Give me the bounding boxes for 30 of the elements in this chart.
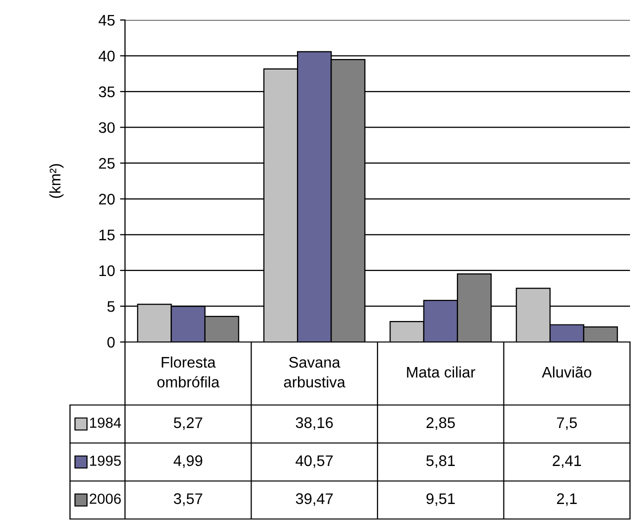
y-tick-label: 5	[107, 301, 115, 312]
data-label: 2,41	[552, 455, 581, 468]
y-tick-label: 15	[99, 230, 115, 240]
y-tick-label: 25	[99, 158, 115, 169]
legend-label: 1984	[90, 418, 122, 428]
legend-label: 2006	[90, 494, 121, 504]
y-tick-label: 40	[98, 50, 115, 62]
data-label: 2,85	[426, 417, 455, 430]
data-label: 5,27	[174, 417, 202, 430]
data-label: 38,16	[296, 417, 333, 430]
y-tick-label: 20	[99, 194, 115, 205]
x-tick-label: Mata ciliar	[407, 366, 476, 378]
data-label: 4,99	[174, 455, 202, 468]
legend-label: 1995	[90, 456, 121, 466]
data-label: 7,5	[557, 417, 577, 430]
data-label: 5,81	[426, 455, 455, 468]
data-label: 39,47	[296, 493, 333, 506]
data-label: 3,57	[174, 493, 202, 506]
x-tick-label: Floresta ombrófila	[157, 356, 220, 388]
y-tick-label: 35	[98, 86, 115, 98]
data-label: 2,1	[557, 493, 577, 506]
y-tick-label: 10	[99, 265, 115, 276]
y-tick-label: 0	[107, 336, 115, 348]
data-label: 9,51	[426, 493, 455, 506]
y-tick-label: 45	[98, 15, 115, 26]
x-tick-label: Savana arbustiva	[284, 356, 346, 388]
x-tick-label: Aluvião	[542, 366, 592, 378]
y-tick-label: 30	[98, 122, 115, 134]
data-label: 40,57	[296, 455, 333, 468]
y-axis-title: (km²)	[49, 164, 64, 198]
